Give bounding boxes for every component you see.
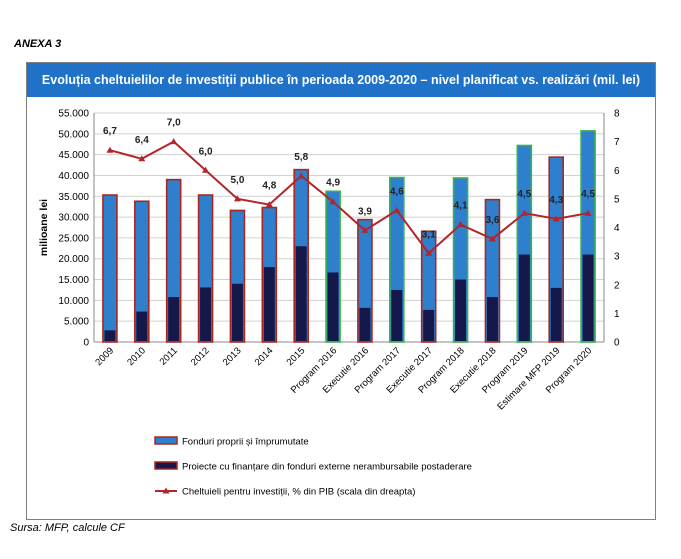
y2-tick-label: 5: [614, 194, 620, 205]
y-tick-label: 40.000: [58, 171, 89, 182]
x-tick-label: 2012: [189, 345, 212, 368]
y2-tick-label: 6: [614, 166, 620, 177]
x-tick-label: 2010: [125, 345, 148, 368]
data-label: 4,3: [549, 195, 563, 206]
y2-tick-label: 8: [614, 109, 620, 120]
y-tick-label: 50.000: [58, 129, 89, 140]
pib-point: [138, 155, 146, 162]
x-tick-label: 2014: [253, 345, 276, 368]
chart-title: Evoluția cheltuielilor de investiții pub…: [27, 63, 655, 97]
bar-external-funds: [295, 246, 307, 341]
legend-label: Proiecte cu finanțare din fonduri extern…: [182, 462, 472, 473]
annex-label: ANEXA 3: [14, 38, 62, 50]
pib-point: [233, 195, 241, 202]
y-tick-label: 15.000: [58, 275, 89, 286]
bar-external-funds: [231, 283, 243, 341]
data-label: 4,5: [581, 189, 595, 200]
legend-label: Cheltuieli pentru investiții, % din PIB …: [182, 487, 415, 498]
data-label: 4,5: [517, 189, 531, 200]
y2-tick-label: 0: [614, 338, 620, 349]
data-label: 5,0: [230, 175, 244, 186]
bar-external-funds: [168, 297, 180, 341]
y-tick-label: 45.000: [58, 150, 89, 161]
y-tick-label: 0: [83, 338, 89, 349]
legend-swatch-external-funds: [154, 461, 178, 470]
y2-tick-label: 7: [614, 137, 620, 148]
y2-tick-label: 4: [614, 223, 620, 234]
pib-point: [488, 235, 496, 242]
x-tick-label: 2009: [93, 345, 116, 368]
data-label: 6,4: [135, 135, 149, 146]
chart-canvas: 0 5.000 10.000 15.000 20.000 25.000 30.000 35.0…: [38, 109, 620, 498]
pib-point: [106, 146, 114, 153]
y-tick-label: 20.000: [58, 254, 89, 265]
y2-tick-label: 1: [614, 309, 620, 320]
data-label: 4,1: [454, 201, 468, 212]
pib-point: [425, 249, 433, 256]
y-tick-label: 35.000: [58, 192, 89, 203]
bar-external-funds: [550, 287, 562, 341]
y-tick-label: 55.000: [58, 109, 89, 120]
pib-point: [329, 198, 337, 205]
bar-external-funds: [582, 254, 594, 341]
data-label: 3,6: [485, 215, 499, 226]
bar-external-funds: [518, 254, 530, 341]
pib-point: [202, 166, 210, 173]
data-label: 4,6: [390, 186, 404, 197]
data-label: 7,0: [167, 118, 181, 129]
source-note: Sursa: MFP, calcule CF: [10, 522, 125, 534]
y-axis-title: milioane lei: [38, 199, 50, 256]
y2-tick-label: 2: [614, 280, 620, 291]
bar-external-funds: [200, 287, 212, 341]
data-label: 4,9: [326, 178, 340, 189]
bar-external-funds: [263, 267, 275, 341]
data-label: 3,9: [358, 206, 372, 217]
bar-own-funds: [134, 200, 150, 343]
y-tick-label: 5.000: [64, 317, 89, 328]
pib-point: [457, 221, 465, 228]
x-tick-label: 2015: [285, 345, 308, 368]
pib-point: [361, 226, 369, 233]
data-label: 3,1: [422, 229, 436, 240]
pib-point: [520, 209, 528, 216]
bar-external-funds: [104, 330, 116, 341]
bar-external-funds: [391, 289, 403, 341]
bar-external-funds: [486, 297, 498, 341]
legend-label: Fonduri proprii și împrumutate: [182, 437, 309, 448]
y-tick-label: 30.000: [58, 213, 89, 224]
bar-external-funds: [423, 309, 435, 341]
bar-external-funds: [455, 279, 467, 341]
pib-point: [297, 172, 305, 179]
data-label: 4,8: [262, 181, 276, 192]
pib-point: [584, 209, 592, 216]
legend-swatch-own-funds: [154, 436, 178, 445]
y-tick-label: 10.000: [58, 296, 89, 307]
data-label: 6,7: [103, 126, 117, 137]
data-label: 6,0: [199, 146, 213, 157]
pib-point: [265, 201, 273, 208]
x-tick-label: 2011: [158, 345, 180, 367]
y2-tick-label: 3: [614, 252, 620, 263]
legend-swatch-marker: [162, 487, 170, 494]
data-label: 5,8: [294, 152, 308, 163]
chart-frame: Evoluția cheltuielilor de investiții pub…: [26, 62, 656, 520]
bar-external-funds: [359, 307, 371, 341]
pib-point: [170, 138, 178, 145]
y-tick-label: 25.000: [58, 233, 89, 244]
pib-line: [109, 140, 589, 255]
pib-point: [552, 215, 560, 222]
bar-external-funds: [327, 272, 339, 341]
bar-own-funds: [102, 194, 118, 343]
bar-external-funds: [136, 311, 148, 341]
x-tick-label: 2013: [221, 345, 244, 368]
pib-point: [393, 206, 401, 213]
